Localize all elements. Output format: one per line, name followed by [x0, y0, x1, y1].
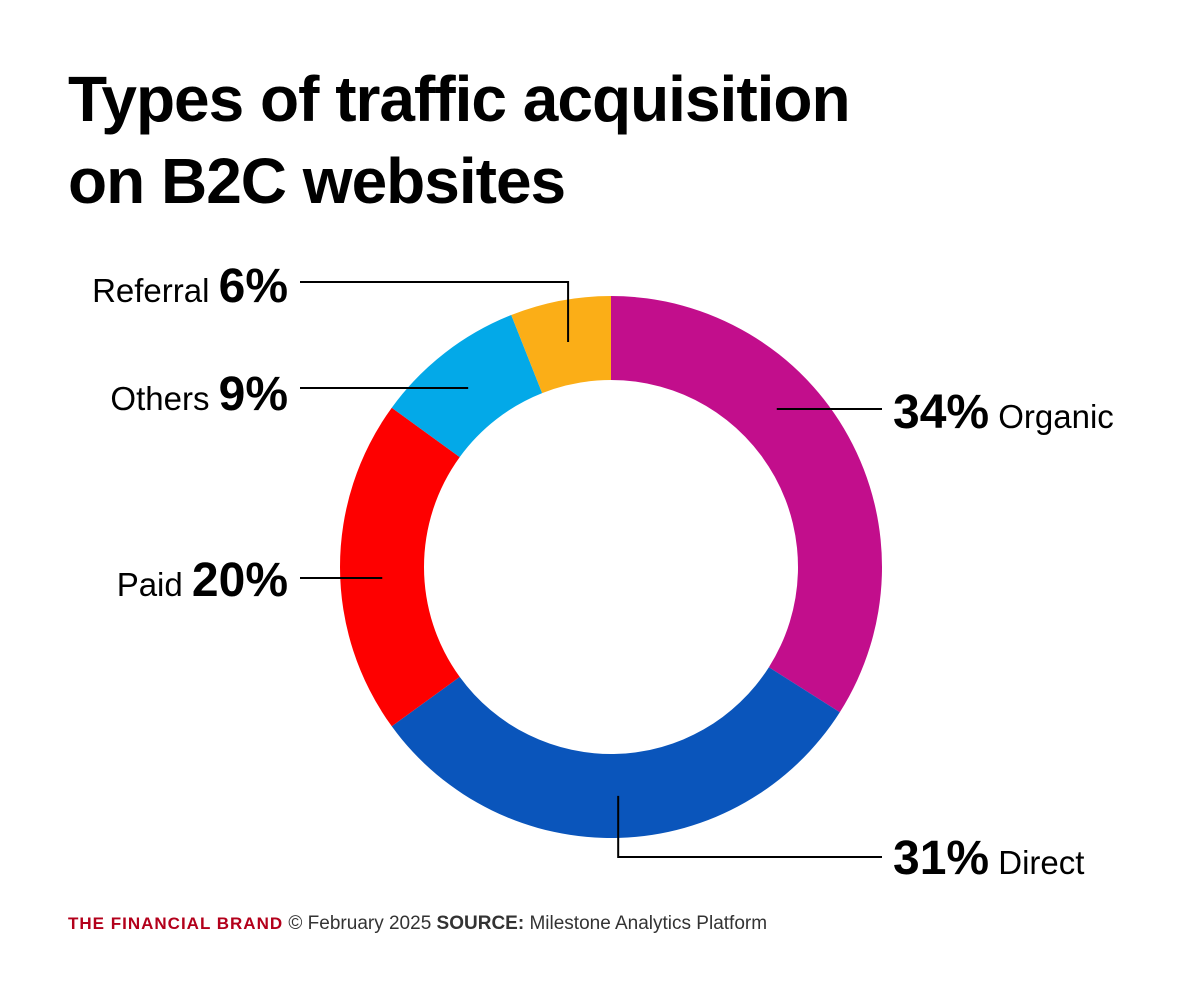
value-label-paid: 20%: [192, 554, 288, 607]
category-label-organic: Organic: [998, 398, 1114, 435]
category-label-paid: Paid: [117, 566, 183, 603]
footer: THE FINANCIAL BRAND © February 2025 SOUR…: [68, 913, 767, 935]
brand-logo: THE FINANCIAL BRAND: [68, 914, 284, 933]
label-paid: Paid 20%: [117, 554, 288, 607]
value-label-others: 9%: [219, 368, 288, 421]
donut-slices: [340, 296, 882, 839]
label-referral: Referral 6%: [92, 260, 288, 313]
source-label: SOURCE:: [436, 913, 525, 934]
chart-title-line-2: on B2C websites: [68, 145, 566, 217]
category-label-others: Others: [110, 380, 209, 417]
category-label-referral: Referral: [92, 272, 209, 309]
label-others: Others 9%: [110, 368, 288, 421]
donut-labels: 34% Organic 31% Direct Paid 20% Others 9% Re…: [92, 260, 1114, 885]
category-label-direct: Direct: [998, 844, 1084, 881]
chart-title: Types of traffic acquisition on B2C webs…: [68, 58, 851, 222]
slice-referral: [511, 296, 611, 394]
footer-date: © February 2025: [288, 913, 432, 934]
label-direct: 31% Direct: [893, 832, 1084, 885]
leader-line-direct: [617, 795, 882, 858]
slice-organic: [611, 296, 882, 713]
chart-title-line-1: Types of traffic acquisition: [68, 63, 851, 135]
slice-others: [391, 315, 543, 458]
slice-paid: [340, 407, 460, 727]
label-organic: 34% Organic: [893, 386, 1114, 439]
slice-direct: [391, 667, 840, 839]
value-label-referral: 6%: [219, 260, 288, 313]
source-text: Milestone Analytics Platform: [529, 913, 768, 934]
value-label-organic: 34%: [893, 386, 989, 439]
value-label-direct: 31%: [893, 832, 989, 885]
leader-line-referral: [300, 281, 570, 343]
